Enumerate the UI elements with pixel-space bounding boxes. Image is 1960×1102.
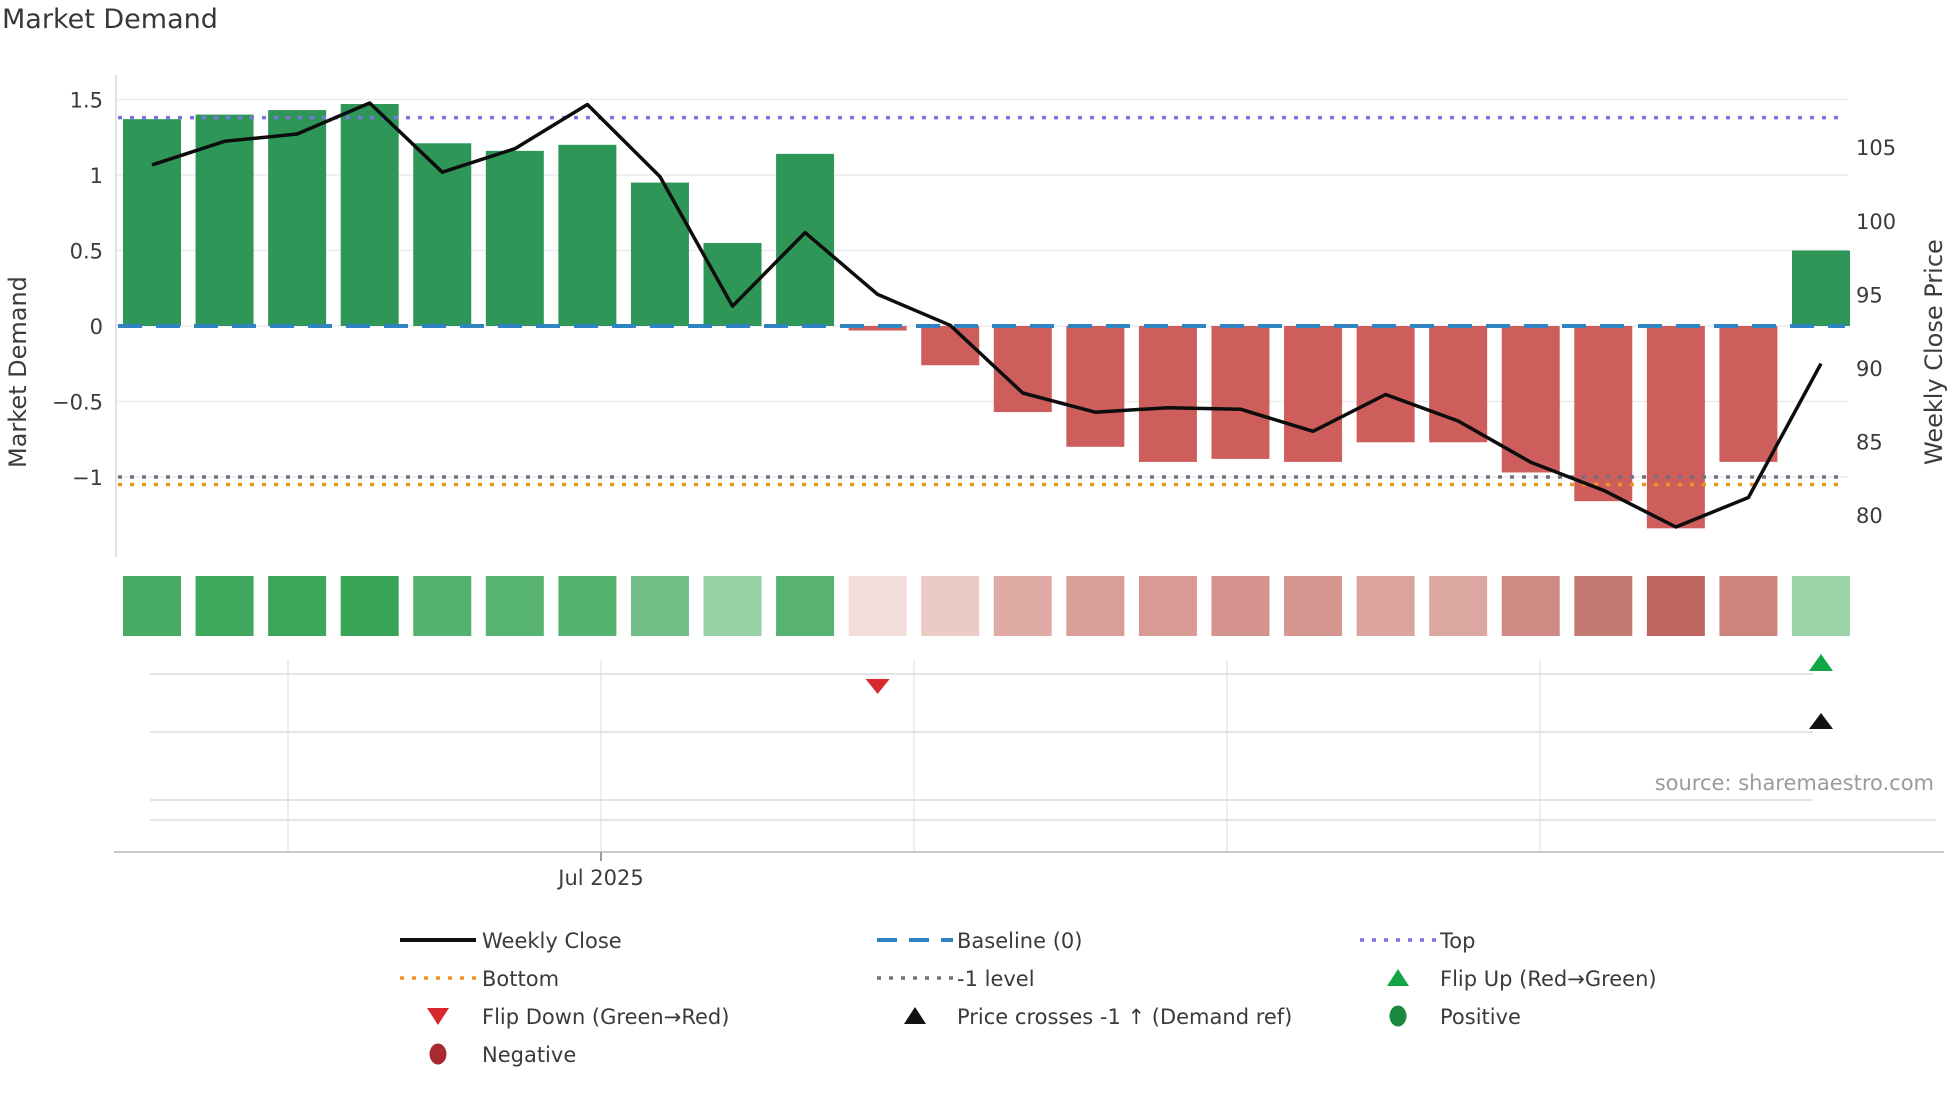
demand-bar-negative [1719, 326, 1778, 462]
legend-label: Positive [1440, 1005, 1521, 1029]
heat-cell [1356, 576, 1415, 636]
price-cross-marker [1808, 713, 1833, 729]
right-axis-title: Weekly Close Price [1920, 239, 1948, 465]
demand-bar-positive [485, 150, 544, 326]
demand-bar-negative [1574, 326, 1633, 502]
heat-cell [1501, 576, 1560, 636]
y-tick-label: 1 [90, 164, 103, 188]
demand-bar-positive [340, 104, 399, 326]
heat-cell [1719, 576, 1778, 636]
price-tick-label: 95 [1856, 283, 1883, 307]
heat-cell [485, 576, 544, 636]
heat-cell [195, 576, 254, 636]
page-title: Market Demand [2, 4, 218, 35]
y-tick-label: 1.5 [70, 89, 103, 113]
heat-cell [123, 576, 181, 636]
demand-bar-positive [195, 114, 254, 326]
demand-bar-negative [1646, 326, 1705, 529]
legend-label: Price crosses -1 ↑ (Demand ref) [957, 1005, 1292, 1029]
legend-label: Flip Up (Red→Green) [1440, 967, 1657, 991]
left-axis-title: Market Demand [4, 276, 32, 468]
heat-cell [848, 576, 907, 636]
price-tick-label: 90 [1856, 357, 1883, 381]
heat-cell [268, 576, 327, 636]
x-tick-label: Jul 2025 [558, 866, 644, 890]
legend-label: Top [1439, 929, 1475, 953]
flip-down-marker [865, 679, 890, 694]
legend-circle-icon [1389, 1005, 1407, 1027]
legend-triangle-down-icon [427, 1008, 449, 1025]
y-tick-label: 0 [90, 315, 103, 339]
price-tick-label: 85 [1856, 431, 1883, 455]
heat-cell [558, 576, 617, 636]
legend-label: Negative [482, 1043, 576, 1067]
demand-bar-negative [1066, 326, 1125, 447]
source-credit: source: sharemaestro.com [1654, 771, 1934, 795]
weekly-close-line [151, 101, 1823, 529]
demand-bar-negative [1284, 326, 1343, 462]
legend-label: Baseline (0) [957, 929, 1082, 953]
demand-bar-negative [1211, 326, 1270, 459]
y-tick-label: −0.5 [52, 391, 103, 415]
heat-cell [703, 576, 762, 636]
legend-label: Flip Down (Green→Red) [482, 1005, 729, 1029]
heat-cell [1211, 576, 1270, 636]
price-tick-label: 100 [1856, 210, 1896, 234]
legend-triangle-up-icon [1387, 969, 1409, 986]
demand-bar-positive [268, 110, 327, 326]
demand-bar-negative [848, 326, 907, 331]
legend-label: Bottom [482, 967, 559, 991]
heat-cell [1574, 576, 1633, 636]
heat-cell [993, 576, 1052, 636]
demand-bar-negative [1356, 326, 1415, 443]
price-tick-label: 80 [1856, 504, 1883, 528]
legend-triangle-up-icon [904, 1007, 926, 1024]
demand-bar-negative [1138, 326, 1197, 462]
heat-cell [1138, 576, 1197, 636]
heat-cell [776, 576, 835, 636]
demand-bar-positive [123, 119, 181, 326]
legend-circle-icon [429, 1043, 447, 1065]
demand-bar-positive [558, 144, 617, 326]
heat-cell [1284, 576, 1343, 636]
demand-bar-positive [1791, 250, 1850, 326]
flip-up-marker [1808, 654, 1833, 671]
heat-cell [1791, 576, 1850, 636]
heat-cell [1066, 576, 1125, 636]
heat-cell [630, 576, 689, 636]
demand-bar-negative [1501, 326, 1560, 473]
heat-cell [921, 576, 980, 636]
demand-bar-positive [776, 153, 835, 326]
demand-bar-negative [1429, 326, 1488, 443]
demand-bar-positive [630, 182, 689, 326]
price-tick-label: 105 [1856, 136, 1896, 160]
heat-cell [1429, 576, 1488, 636]
heat-cell [1646, 576, 1705, 636]
legend-label: -1 level [957, 967, 1035, 991]
legend-label: Weekly Close [482, 929, 622, 953]
y-tick-label: 0.5 [70, 240, 103, 264]
y-tick-label: −1 [72, 466, 103, 490]
heat-cell [413, 576, 472, 636]
heat-cell [340, 576, 399, 636]
